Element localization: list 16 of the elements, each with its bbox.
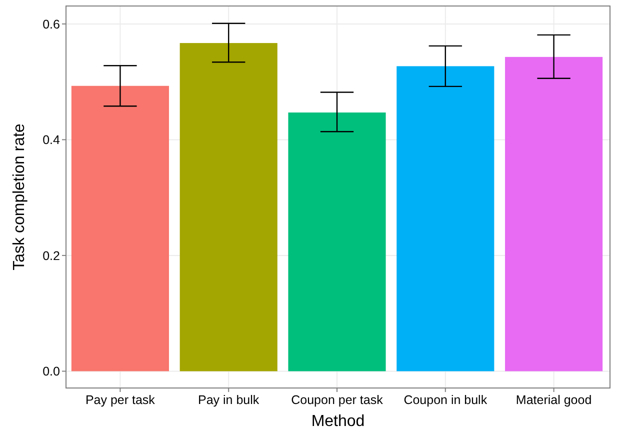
bar — [505, 56, 603, 372]
x-tick-label: Coupon in bulk — [404, 393, 488, 407]
bar — [71, 86, 169, 372]
x-axis-title: Method — [311, 413, 365, 430]
bar — [288, 112, 386, 372]
y-axis-title: Task completion rate — [11, 124, 28, 270]
y-tick-label: 0.0 — [42, 364, 60, 379]
x-tick-label: Coupon per task — [291, 393, 384, 407]
x-tick-label: Pay per task — [85, 393, 156, 407]
bar — [396, 66, 494, 372]
bar — [180, 43, 278, 372]
y-tick-label: 0.2 — [42, 248, 60, 263]
y-tick-label: 0.6 — [42, 17, 60, 32]
y-tick-label: 0.4 — [42, 133, 60, 148]
x-tick-label: Pay in bulk — [198, 393, 260, 407]
x-tick-label: Material good — [516, 393, 592, 407]
